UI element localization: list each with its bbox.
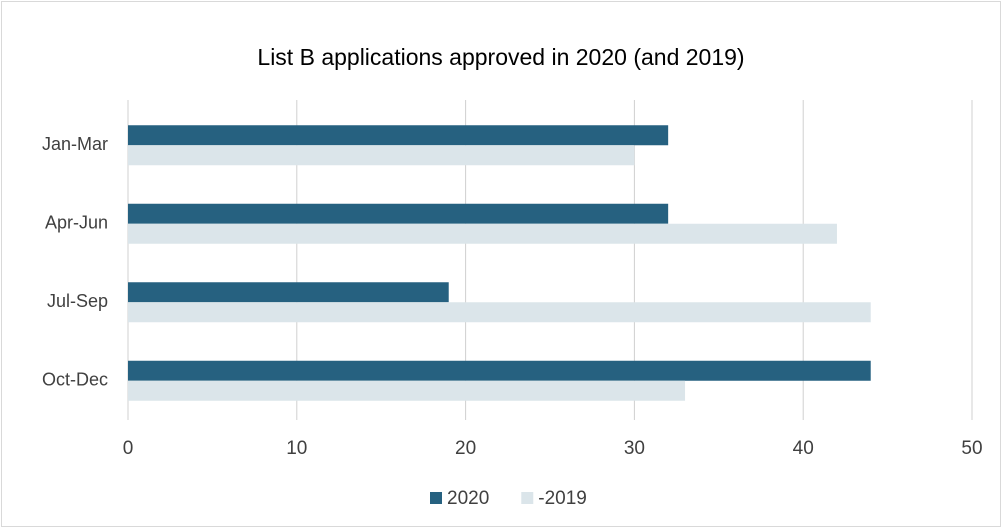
y-tick-label: Oct-Dec bbox=[42, 370, 108, 390]
bar bbox=[128, 125, 669, 146]
legend-swatch bbox=[521, 492, 534, 504]
x-tick-label: 50 bbox=[961, 438, 982, 459]
legend-label: -2019 bbox=[538, 488, 587, 509]
x-tick-label: 20 bbox=[455, 438, 476, 459]
bar bbox=[128, 302, 871, 323]
y-tick-label: Apr-Jun bbox=[45, 213, 108, 233]
y-tick-label: Jul-Sep bbox=[47, 291, 108, 311]
legend-label: 2020 bbox=[447, 488, 489, 509]
bar bbox=[128, 282, 449, 303]
bar bbox=[128, 145, 635, 166]
bar bbox=[128, 223, 837, 244]
x-tick-label: 40 bbox=[793, 438, 814, 459]
bar bbox=[128, 360, 871, 381]
x-tick-label: 30 bbox=[624, 438, 645, 459]
y-tick-label: Jan-Mar bbox=[42, 134, 108, 154]
bar bbox=[128, 380, 686, 401]
legend-swatch bbox=[430, 492, 442, 504]
chart-title: List B applications approved in 2020 (an… bbox=[257, 44, 744, 70]
bar bbox=[128, 203, 669, 224]
x-tick-label: 0 bbox=[123, 438, 134, 459]
x-tick-label: 10 bbox=[286, 438, 307, 459]
